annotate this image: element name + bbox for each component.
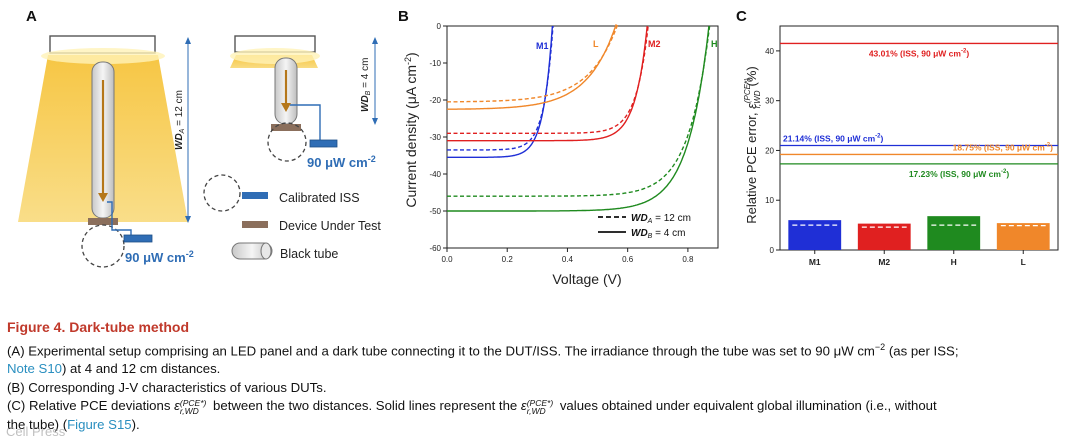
- ref-line-label-1: 21.14% (ISS, 90 μW cm-2): [783, 133, 883, 143]
- iss-large: [123, 234, 153, 243]
- jv-curve-6: [447, 26, 710, 212]
- bar-m2: [857, 223, 911, 250]
- setup-wd-a: [18, 35, 191, 268]
- jv-xtick-label: 0.6: [622, 255, 634, 264]
- bar-category-label: H: [951, 257, 957, 267]
- jv-legend-dashed: WDA = 12 cm: [631, 213, 691, 225]
- wd-a-label: WDA = 12 cm: [174, 90, 186, 150]
- jv-xtick-label: 0.4: [562, 255, 574, 264]
- bar-category-label: M1: [809, 257, 821, 267]
- pce-error-bar-chart: 0 10 20 30 40 M1 M2 H L 43.01% (ISS, 90 μW cm-2) 2…: [743, 25, 1059, 267]
- bar-ytick-label: 0: [770, 246, 775, 255]
- figure-s15-link[interactable]: Figure S15: [67, 416, 132, 432]
- setup-wd-b: [230, 35, 378, 162]
- jv-xtick-label: 0.8: [682, 255, 694, 264]
- bar-l: [996, 223, 1050, 250]
- jv-ylabel: Current density (μA cm-2): [403, 52, 419, 207]
- panel-label-b: B: [398, 8, 409, 25]
- dut-circle-small: [267, 122, 307, 162]
- jv-curve-7: [447, 26, 711, 197]
- panel-label-c: C: [736, 8, 747, 25]
- jv-ytick-label: -10: [429, 59, 441, 68]
- jv-ytick-label: -40: [429, 170, 441, 179]
- caption-a-cont: Note S10) at 4 and 12 cm distances.: [7, 361, 221, 377]
- curve-label-h: H: [711, 39, 718, 49]
- jv-xtick-label: 0.0: [441, 255, 453, 264]
- jv-legend: WDA = 12 cm WDB = 4 cm: [598, 213, 691, 240]
- bar-plot-frame: [779, 25, 1059, 251]
- jv-legend-solid: WDB = 4 cm: [631, 228, 685, 240]
- setup-diagram: WDA = 12 cm WDB = 4 cm 90 μW cm-2 90 μW …: [18, 35, 381, 268]
- bar-ylabel: Relative PCE error, ε(PCE*)r,WD(%): [743, 66, 762, 223]
- irradiance-label-small: 90 μW cm-2: [307, 154, 376, 170]
- ref-line-label-2: 18.75% (ISS, 90 μW cm-2): [953, 142, 1053, 152]
- watermark: Cell Press: [6, 424, 66, 439]
- bar-ytick-label: 20: [765, 146, 774, 155]
- jv-curve-0: [447, 26, 554, 159]
- setup-legend: Calibrated ISS Device Under Test Black t…: [203, 174, 381, 261]
- dut-large: [88, 218, 118, 225]
- bar-h: [927, 216, 981, 250]
- jv-xlabel: Voltage (V): [552, 271, 621, 287]
- wd-b-label: WDB = 4 cm: [360, 58, 372, 112]
- jv-ytick-label: -20: [429, 96, 441, 105]
- curve-label-m1: M1: [536, 41, 549, 51]
- jv-curve-3: [446, 24, 619, 103]
- bar-ytick-label: 40: [765, 47, 774, 56]
- caption-c-cont: the tube) (Figure S15).: [7, 416, 140, 432]
- dut-circle-large: [81, 224, 125, 268]
- legend-iss-label: Calibrated ISS: [279, 191, 360, 205]
- jv-ytick-label: -50: [429, 207, 441, 216]
- legend-tube-label: Black tube: [280, 247, 338, 261]
- jv-curve-5: [447, 26, 649, 135]
- bar-category-label: M2: [878, 257, 890, 267]
- jv-ytick-label: -30: [429, 133, 441, 142]
- caption-b: (B) Corresponding J-V characteristics of…: [7, 379, 327, 395]
- dut-small: [271, 124, 301, 131]
- jv-curve-2: [446, 24, 617, 110]
- legend-iss-swatch: [242, 192, 268, 199]
- ref-line-label-0: 43.01% (ISS, 90 μW cm-2): [869, 48, 969, 58]
- legend-dut-label: Device Under Test: [279, 219, 381, 233]
- jv-xtick-label: 0.2: [502, 255, 514, 264]
- note-s10-link[interactable]: Note S10: [7, 361, 62, 377]
- ref-line-label-3: 17.23% (ISS, 90 μW cm-2): [909, 169, 1009, 179]
- jv-curve-1: [447, 26, 554, 151]
- caption-a: (A) Experimental setup comprising an LED…: [7, 341, 959, 358]
- bar-ytick-label: 10: [765, 196, 774, 205]
- iss-small: [309, 139, 338, 148]
- curve-label-l: L: [593, 39, 599, 49]
- irradiance-label-large: 90 μW cm-2: [125, 249, 194, 265]
- legend-dut-swatch: [242, 221, 268, 228]
- panel-label-a: A: [26, 8, 37, 25]
- jv-chart: 0.0 0.2 0.4 0.6 0.8 0 -10 -20 -30 -40 -50 -60 Volta…: [403, 22, 719, 287]
- bar-category-label: L: [1021, 257, 1026, 267]
- curve-label-m2: M2: [648, 39, 661, 49]
- jv-ytick-label: -60: [429, 244, 441, 253]
- figure-caption: Figure 4. Dark-tube method (A) Experimen…: [7, 318, 1075, 434]
- caption-c: (C) Relative PCE deviations ε (PCE*) r,WD …: [7, 397, 937, 416]
- caption-title: Figure 4. Dark-tube method: [7, 319, 190, 335]
- bar-ytick-label: 30: [765, 97, 774, 106]
- jv-curve-4: [447, 26, 648, 142]
- jv-ytick-label: 0: [437, 22, 442, 31]
